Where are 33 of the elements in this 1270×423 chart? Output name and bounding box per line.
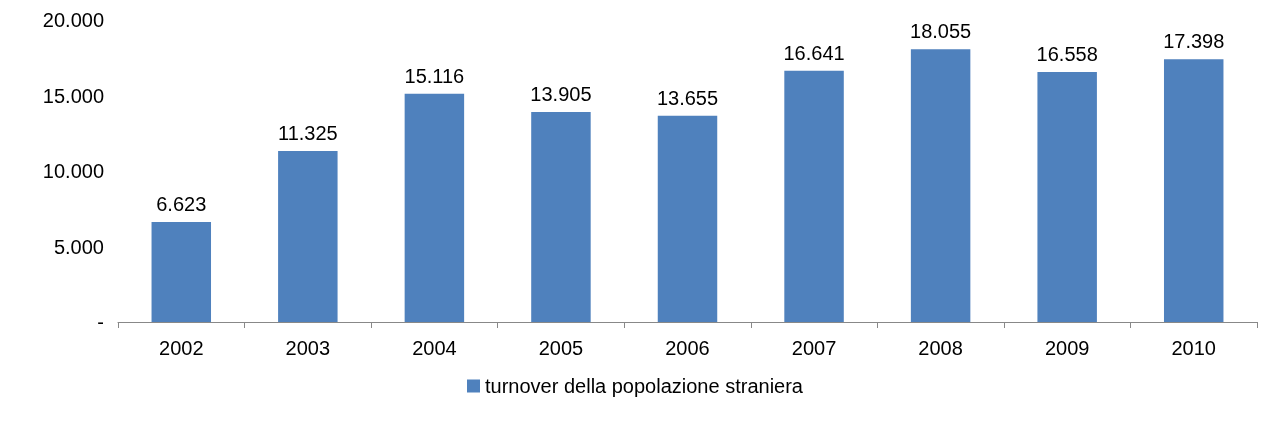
legend-label: turnover della popolazione straniera <box>485 375 804 397</box>
bar <box>151 221 212 322</box>
x-tick-label: 2006 <box>665 337 710 359</box>
bar <box>531 112 591 322</box>
data-label: 18.055 <box>910 20 972 43</box>
x-tick-label: 2002 <box>159 337 204 359</box>
bar <box>1163 59 1224 322</box>
x-tick-label: 2008 <box>918 337 963 359</box>
bar <box>404 93 465 322</box>
data-label: 17.398 <box>1163 30 1225 53</box>
data-label: 6.623 <box>156 192 207 215</box>
y-tick-label: 10.000 <box>42 160 104 182</box>
data-label: 16.641 <box>783 41 845 64</box>
bar <box>910 49 971 322</box>
bar <box>784 70 844 322</box>
x-tick-label: 2010 <box>1171 337 1216 359</box>
bar <box>278 150 338 322</box>
data-label: 13.905 <box>530 83 592 106</box>
x-tick-label: 2005 <box>538 337 584 359</box>
data-label: 15.116 <box>404 64 465 87</box>
data-label: 11.325 <box>277 121 338 144</box>
x-tick-label: 2007 <box>791 337 837 359</box>
y-tick-label: - <box>97 311 104 333</box>
y-tick-label: 20.000 <box>42 9 104 31</box>
data-label: 13.655 <box>656 86 719 109</box>
bar <box>1037 71 1097 322</box>
bar <box>657 115 718 322</box>
x-tick-label: 2003 <box>285 337 331 359</box>
x-tick-label: 2004 <box>412 337 457 359</box>
y-tick-label: 5.000 <box>53 235 104 258</box>
x-tick-label: 2009 <box>1044 337 1090 359</box>
data-label: 16.558 <box>1036 42 1098 65</box>
y-tick-label: 15.000 <box>42 84 104 107</box>
